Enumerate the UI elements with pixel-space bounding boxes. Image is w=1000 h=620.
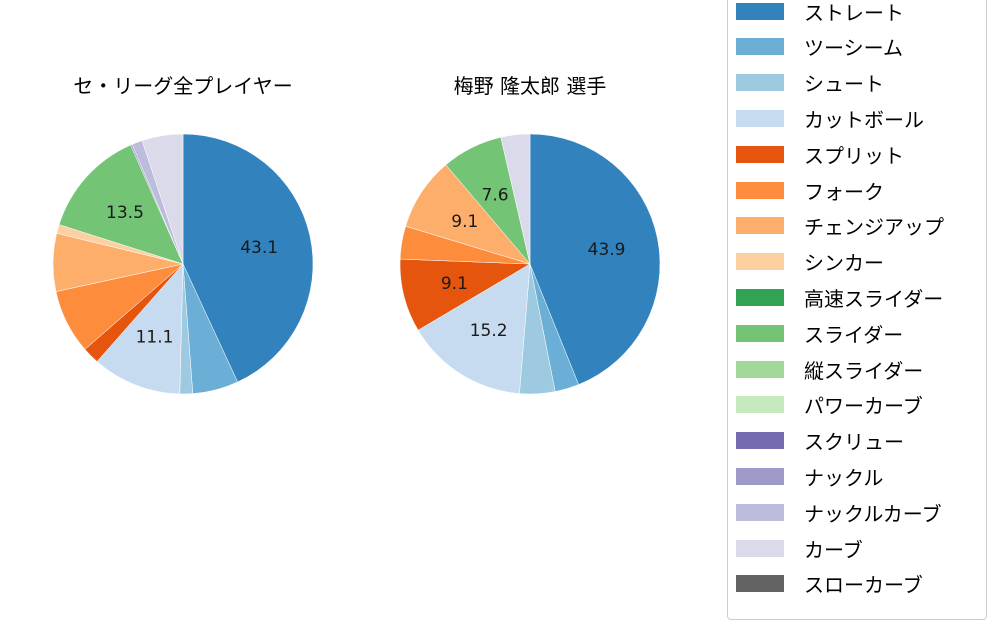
legend-label: ナックルカーブ xyxy=(804,501,942,526)
pie-data-label: 11.1 xyxy=(136,328,174,348)
legend-swatch xyxy=(736,38,784,56)
pie-charts: 43.111.113.5 43.915.29.19.17.6 xyxy=(52,133,661,395)
left-chart-title: セ・リーグ全プレイヤー xyxy=(73,74,293,98)
legend-swatch xyxy=(736,109,784,127)
legend-swatch xyxy=(736,467,784,485)
legend-label: パワーカーブ xyxy=(804,394,923,419)
pie-slice xyxy=(417,263,531,394)
legend-swatch xyxy=(736,360,784,378)
legend-item: スライダー xyxy=(736,321,904,347)
legend-item: ストレート xyxy=(736,0,904,25)
legend-swatch xyxy=(736,575,784,593)
legend-label: ツーシーム xyxy=(804,36,903,61)
pie-slice xyxy=(96,263,184,395)
legend-label: ストレート xyxy=(804,0,904,25)
pie-data-label: 7.6 xyxy=(482,185,509,205)
pie-data-label: 9.1 xyxy=(451,212,478,232)
legend-swatch xyxy=(736,324,784,342)
pie-slice xyxy=(182,133,314,383)
pie-data-label: 15.2 xyxy=(470,321,508,341)
legend-item: カットボール xyxy=(736,106,924,132)
legend-label: 縦スライダー xyxy=(804,358,924,383)
legend-swatch xyxy=(736,74,784,92)
legend-item: スクリュー xyxy=(736,429,904,455)
legend: ストレートツーシームシュートカットボール スプリットフォークチェンジアップ シンカー… xyxy=(727,0,987,620)
legend-swatch xyxy=(736,217,784,235)
legend-swatch xyxy=(736,145,784,163)
legend-label: スライダー xyxy=(804,322,904,347)
legend-item: ツーシーム xyxy=(736,35,903,61)
legend-item: パワーカーブ xyxy=(736,393,923,419)
legend-item: チェンジアップ xyxy=(736,214,944,240)
legend-label: スクリュー xyxy=(804,430,904,455)
pie-slice xyxy=(141,133,184,265)
pie-data-label: 43.1 xyxy=(240,238,278,258)
legend-item: スローカーブ xyxy=(736,572,923,598)
legend-label: シンカー xyxy=(804,251,884,276)
pie-data-label: 13.5 xyxy=(106,203,144,223)
legend-label: カットボール xyxy=(804,107,924,132)
legend-item: ナックルカーブ xyxy=(736,500,942,526)
legend-item: シュート xyxy=(736,71,884,97)
pie-slice xyxy=(58,144,184,265)
pie-right: 43.915.29.19.17.6 xyxy=(399,133,661,395)
legend-label: 高速スライダー xyxy=(804,286,944,311)
legend-swatch xyxy=(736,432,784,450)
pie-left: 43.1 11.1 13.5 xyxy=(52,133,314,395)
legend-swatch xyxy=(736,503,784,521)
legend-label: シュート xyxy=(804,72,884,97)
pie-slice xyxy=(529,133,661,385)
pie-slice xyxy=(500,133,531,265)
legend-item: カーブ xyxy=(736,536,863,562)
legend-item: 高速スライダー xyxy=(736,285,944,311)
legend-label: チェンジアップ xyxy=(804,215,944,240)
pie-data-label: 43.9 xyxy=(588,240,626,260)
legend-label: スプリット xyxy=(804,143,904,168)
legend-item: シンカー xyxy=(736,250,884,276)
legend-label: ナックル xyxy=(804,465,884,490)
legend-swatch xyxy=(736,288,784,306)
legend-label: フォーク xyxy=(804,179,884,204)
right-chart-title: 梅野 隆太郎 選手 xyxy=(453,74,607,98)
legend-item: ナックル xyxy=(736,464,884,490)
legend-item: 縦スライダー xyxy=(736,357,924,383)
legend-swatch xyxy=(736,396,784,414)
legend-swatch xyxy=(736,539,784,557)
legend-swatch xyxy=(736,181,784,199)
pie-data-label: 9.1 xyxy=(441,274,468,294)
legend-item: スプリット xyxy=(736,142,904,168)
legend-item: フォーク xyxy=(736,178,884,204)
legend-swatch xyxy=(736,2,784,20)
legend-label: カーブ xyxy=(804,537,863,562)
legend-swatch xyxy=(736,253,784,271)
legend-label: スローカーブ xyxy=(804,573,923,598)
